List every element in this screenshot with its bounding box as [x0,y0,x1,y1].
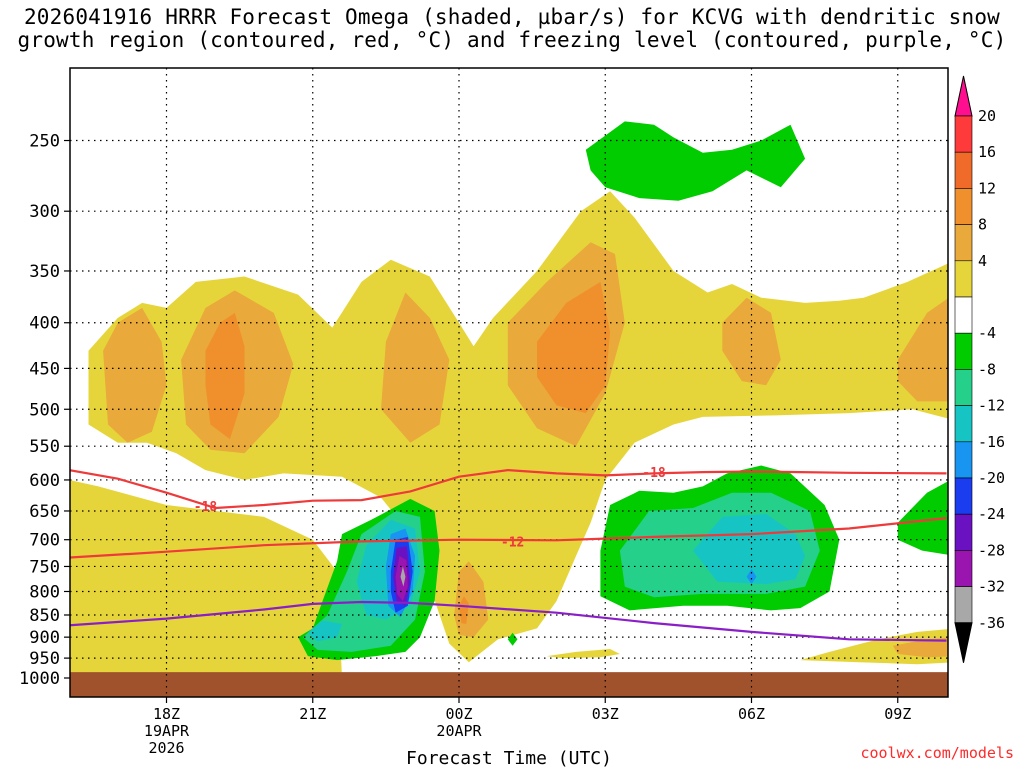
colorbar-swatch-4 [954,224,973,262]
omega-region-15 [537,281,611,414]
omega-region-17 [585,121,806,201]
y-tick-label-300: 300 [29,202,60,222]
colorbar-swatch-11 [954,477,973,515]
omega-region-10 [722,297,781,386]
omega-region-26 [693,514,806,585]
y-tick-label-850: 850 [29,606,60,626]
y-tick-label-350: 350 [29,262,60,282]
colorbar-swatch-7 [954,332,973,370]
y-tick-label-950: 950 [29,649,60,669]
colorbar-swatch-5 [954,260,973,298]
omega-region-12 [892,637,948,658]
omega-region-5 [546,649,620,659]
omega-region-32 [400,566,406,587]
colorbar-label-3: 8 [978,216,987,234]
colorbar-swatch-9 [954,405,973,443]
omega-region-21 [507,632,518,646]
y-tick-label-550: 550 [29,437,60,457]
omega-region-20 [897,481,948,555]
chart-title-line2: growth region (contoured, red, °C) and f… [17,28,1007,52]
colorbar-label-2: 12 [978,179,996,197]
isotherm-label-1: -18 [642,466,666,481]
colorbar-label-13: -36 [978,614,1005,632]
plot-border [69,67,949,698]
isotherm-label-0: -18 [194,500,218,515]
colorbar-swatch-6 [954,296,973,334]
x-tick-date-00Z: 20APR [436,722,482,740]
chart-title-line1: 2026041916 HRRR Forecast Omega (shaded, … [23,5,1001,29]
axes: 2503003504004505005506006507007508008509… [19,132,911,768]
chart-title: 2026041916 HRRR Forecast Omega (shaded, … [0,6,1024,52]
freezing-level-contour [70,600,947,642]
x-tick-label-03Z: 03Z [592,705,619,723]
x-tick-label-18Z: 18Z [153,705,180,723]
y-tick-label-700: 700 [29,531,60,551]
colorbar-label-11: -28 [978,541,1005,559]
y-tick-label-500: 500 [29,400,60,420]
colorbar-label-5: -4 [978,324,996,342]
omega-region-29 [746,569,757,585]
x-tick-label-09Z: 09Z [884,705,911,723]
colorbar-swatch-14 [954,586,973,624]
colorbar-swatch-10 [954,441,973,479]
y-tick-label-900: 900 [29,628,60,648]
colorbar-swatch-12 [954,513,973,551]
x-tick-label-00Z: 00Z [445,705,472,723]
colorbar-swatch-3 [954,188,973,225]
colorbar-swatch-1 [954,115,973,153]
x-tick-label-21Z: 21Z [299,705,326,723]
minus18c-contour [70,468,947,510]
colorbar-top-arrow [954,75,973,117]
omega-region-8 [381,292,450,443]
colorbar-label-10: -24 [978,505,1005,523]
x-tick-date-18Z: 19APR [144,722,190,740]
colorbar-label-7: -12 [978,397,1005,415]
omega-region-25 [307,620,342,642]
isotherm-label-2: -12 [501,535,524,550]
omega-region-1 [70,480,342,678]
y-tick-label-1000: 1000 [19,669,60,689]
omega-region-16 [459,596,469,624]
y-tick-label-650: 650 [29,502,60,522]
minus12c-contour [70,517,947,559]
colorbar-label-4: 4 [978,252,987,270]
x-tick-year-18Z: 2026 [148,739,184,757]
y-tick-label-600: 600 [29,471,60,491]
colorbar-label-9: -20 [978,469,1005,487]
y-tick-label-450: 450 [29,359,60,379]
y-tick-label-800: 800 [29,582,60,602]
colorbar-label-0: 20 [978,107,996,125]
colorbar: 20 16 12 8 4 -4 -8 -12 -16 -20 -24 -28 -32 -36 [954,75,1005,663]
plot-frame [69,67,949,698]
omega-region-11 [897,298,948,402]
y-tick-label-750: 750 [29,557,60,577]
y-tick-label-400: 400 [29,314,60,334]
colorbar-swatch-8 [954,369,973,406]
colorbar-label-1: 16 [978,143,996,161]
gridlines [70,68,948,697]
colorbar-label-12: -32 [978,578,1005,596]
colorbar-swatch-13 [954,550,973,587]
omega-region-3 [151,539,179,620]
y-tick-label-250: 250 [29,132,60,152]
colorbar-bottom-arrow [954,622,973,663]
contour-lines: -18 -18 -12 [70,466,947,642]
source-credit: coolwx.com/models [860,744,1014,762]
ground-band [70,672,948,697]
colorbar-swatch-2 [954,151,973,189]
x-tick-label-06Z: 06Z [738,705,765,723]
colorbar-label-8: -16 [978,433,1005,451]
x-axis-label: Forecast Time (UTC) [406,748,612,768]
omega-region-14 [205,312,245,440]
omega-region-4 [249,571,272,654]
omega-region-0 [88,191,948,663]
colorbar-label-6: -8 [978,360,996,378]
